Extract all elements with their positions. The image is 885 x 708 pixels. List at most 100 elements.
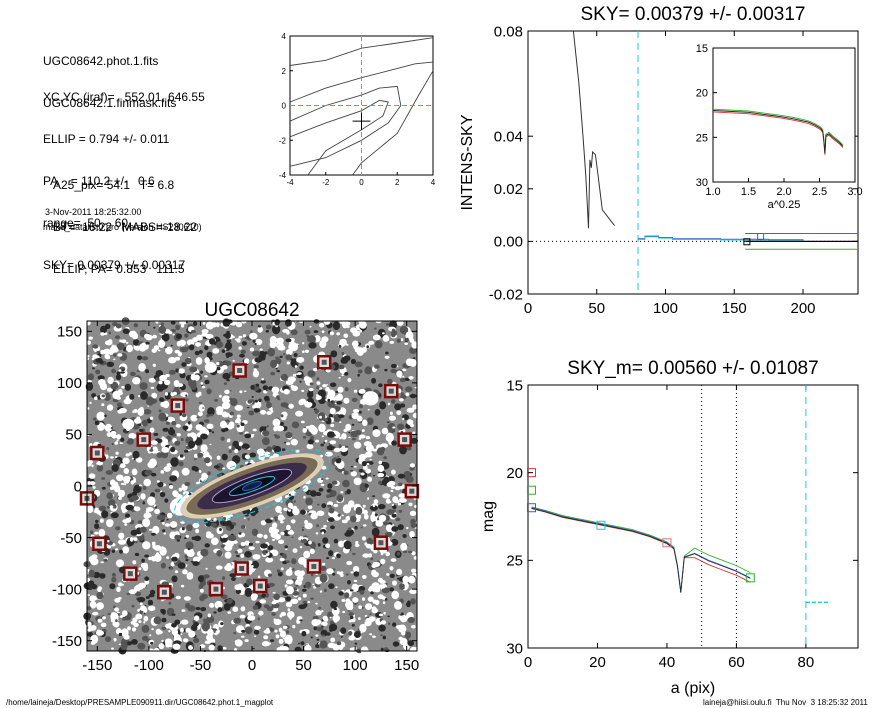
info-line: A25_pix= 54.1 T= 6.8 bbox=[53, 178, 175, 192]
galaxy-x-label: -50 bbox=[190, 657, 212, 674]
inset-x-label: 2.5 bbox=[812, 186, 827, 198]
masked-source-core bbox=[388, 388, 394, 394]
sky-series-line bbox=[572, 30, 615, 229]
galaxy-x-label: -150 bbox=[82, 657, 112, 674]
galaxy-y-label: -100 bbox=[52, 581, 82, 598]
sky-y-label: 0.00 bbox=[494, 234, 523, 251]
galaxy-bright-blob bbox=[226, 460, 237, 470]
inset-y-label: 20 bbox=[696, 88, 708, 100]
info-line: UGC08642.1.finmask.fits bbox=[43, 96, 177, 110]
masked-source-core bbox=[321, 359, 327, 365]
masked-source-core bbox=[213, 586, 219, 592]
info-lines-3: A25_pix= 54.1 T= 6.8 BT= 16.22 MABS=-18.… bbox=[53, 150, 197, 290]
galaxy-x-label: 150 bbox=[394, 657, 419, 674]
galaxy-bright-blob bbox=[204, 362, 217, 373]
mag-red-line bbox=[531, 508, 751, 593]
inset-y-label: 15 bbox=[696, 43, 708, 55]
galaxy-title: UGC08642 bbox=[204, 300, 299, 321]
inset-y-label: 30 bbox=[696, 177, 708, 189]
sky-y-label: -0.02 bbox=[489, 286, 523, 303]
contour-x-label: 4 bbox=[431, 178, 436, 187]
sky-y-label: 0.04 bbox=[494, 128, 523, 145]
info-line: ELLIP = 0.794 +/- 0.011 bbox=[43, 132, 170, 146]
inset-x-label: 3.0 bbox=[847, 186, 862, 198]
masked-source-core bbox=[94, 450, 100, 456]
galaxy-y-label: 50 bbox=[65, 427, 82, 444]
inset-frame bbox=[712, 47, 856, 183]
masked-source-core bbox=[239, 566, 245, 571]
mag-green-line bbox=[531, 506, 751, 592]
galaxy-bright-blob bbox=[362, 391, 379, 406]
sky-marker bbox=[757, 233, 765, 241]
mag-y-label: 30 bbox=[506, 640, 523, 657]
mag-y-label: 15 bbox=[506, 377, 523, 394]
mag-blue-line bbox=[531, 507, 751, 592]
info-lines-2: XC,YC (iraf)= 552.01, 646.55 ELLIP = 0.7… bbox=[43, 62, 205, 286]
info-program: make_datalist0.pro (version HS230610) bbox=[43, 222, 202, 232]
sky-step-line bbox=[638, 235, 804, 241]
info-lines-1: UGC08642.phot.1.fits UGC08642.1.finmask.… bbox=[43, 26, 176, 124]
masked-source-core bbox=[127, 571, 133, 577]
contour-x-label: -2 bbox=[322, 178, 330, 187]
masked-source-core bbox=[141, 437, 147, 443]
mag-marker bbox=[662, 538, 672, 548]
mag-xlabel: a (pix) bbox=[671, 680, 715, 697]
contour-x-label: 0 bbox=[359, 178, 364, 187]
info-line: range= 50.- 60. bbox=[43, 216, 132, 230]
sky-x-label: 200 bbox=[790, 300, 815, 317]
sky-x-label: 150 bbox=[722, 300, 747, 317]
contour-y-label: 2 bbox=[282, 67, 287, 76]
contour-line bbox=[352, 70, 434, 176]
sky-x-label: 0 bbox=[524, 300, 532, 317]
footer-user: laineja@hiisi.oulu.fi Thu Nov 3 18:25:32… bbox=[703, 698, 868, 707]
info-line: UGC08642.phot.1.fits bbox=[43, 54, 159, 68]
mag-black-line bbox=[531, 507, 751, 593]
mag-x-label: 60 bbox=[728, 654, 745, 671]
galaxy-outer-ellipse bbox=[173, 448, 331, 524]
galaxy-x-label: 0 bbox=[248, 657, 256, 674]
masked-source-core bbox=[96, 541, 102, 547]
info-line: SKY= 0.00379 +/- 0.00317 bbox=[43, 258, 186, 272]
masked-source-core bbox=[237, 368, 243, 373]
mag-title: SKY_m= 0.00560 +/- 0.01087 bbox=[567, 358, 818, 379]
info-line: XC,YC (iraf)= 552.01, 646.55 bbox=[43, 90, 205, 104]
masked-source-core bbox=[257, 583, 263, 589]
masked-source-core bbox=[378, 540, 384, 546]
inset-x-label: 2.0 bbox=[776, 186, 791, 198]
masked-source-core bbox=[409, 488, 415, 494]
mag-y-label: 25 bbox=[506, 553, 523, 570]
masked-source-core bbox=[161, 589, 167, 595]
mag-marker bbox=[526, 468, 536, 478]
inset-xlabel: a^0.25 bbox=[768, 199, 801, 211]
mag-marker bbox=[526, 503, 536, 513]
inset-y-label: 25 bbox=[696, 132, 708, 144]
sky-x-label: 100 bbox=[653, 300, 678, 317]
contour-x-label: -4 bbox=[286, 178, 294, 187]
galaxy-y-label: -50 bbox=[60, 530, 82, 547]
sky-y-label: 0.08 bbox=[494, 23, 523, 40]
mag-x-label: 80 bbox=[798, 654, 815, 671]
sky-y-label: 0.02 bbox=[494, 181, 523, 198]
inset-x-label: 1.5 bbox=[741, 186, 756, 198]
galaxy-nucleus bbox=[242, 481, 262, 491]
galaxy-bright-blob bbox=[122, 418, 135, 430]
info-line: BT= 16.22 MABS=-18.22 bbox=[53, 220, 198, 234]
contour-y-label: -2 bbox=[279, 136, 287, 145]
galaxy-noise bbox=[83, 317, 420, 655]
mag-x-label: 0 bbox=[524, 654, 532, 671]
sky-marker bbox=[743, 238, 751, 246]
sky-x-label: 50 bbox=[588, 300, 605, 317]
masked-source-core bbox=[311, 563, 317, 569]
sky-ylabel: INTENS-SKY bbox=[459, 114, 476, 210]
footer-path: /home/laineja/Desktop/PRESAMPLE090911.di… bbox=[6, 698, 274, 707]
contour-line bbox=[289, 61, 434, 103]
galaxy-y-label: -150 bbox=[52, 633, 82, 650]
mag-marker bbox=[526, 485, 536, 495]
inset-x-label: 1.0 bbox=[705, 186, 720, 198]
sky-frame bbox=[527, 30, 859, 295]
info-date: 3-Nov-2011 18:25:32.00 bbox=[45, 207, 142, 217]
galaxy-y-label: 0 bbox=[74, 478, 82, 495]
mag-frame bbox=[527, 384, 859, 649]
inset-red-line bbox=[712, 111, 844, 155]
